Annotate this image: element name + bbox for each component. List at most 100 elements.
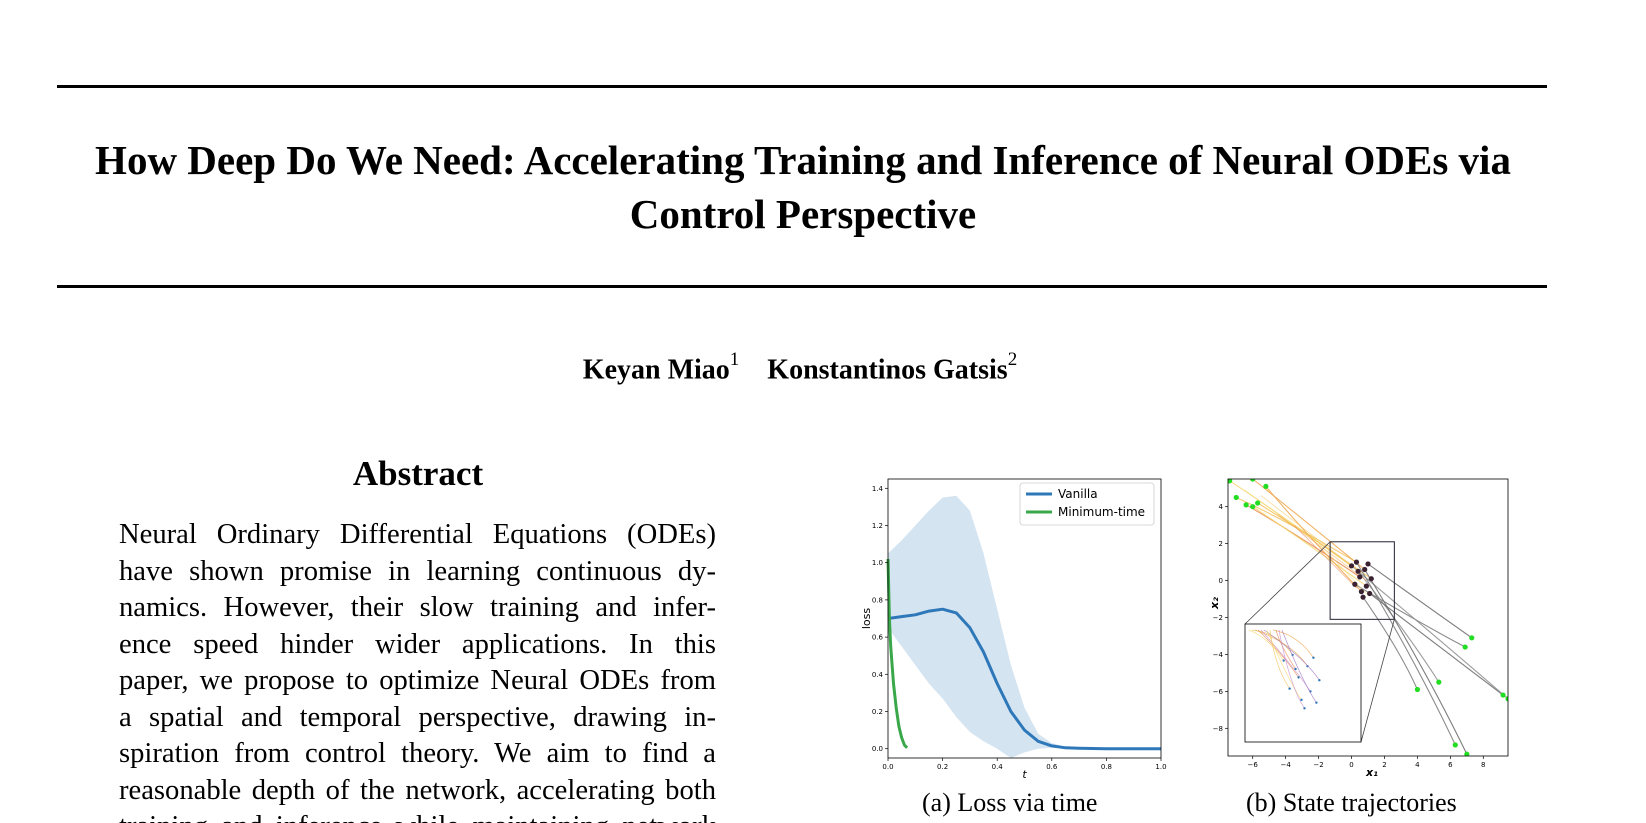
y-axis-label: x₂ [1208, 597, 1221, 610]
cluster-point [1367, 590, 1373, 597]
inset-trajectory-path [1278, 629, 1305, 709]
abstract-line: spiration from control theory. We aim to… [119, 738, 716, 769]
inset-trajectory-path [1257, 629, 1299, 678]
title-rule-top [57, 85, 1547, 88]
series-line-vanilla [887, 607, 1161, 751]
inset-point [1306, 664, 1309, 668]
trajectory-path [1245, 504, 1361, 578]
x-tick-label: 0.4 [992, 763, 1004, 771]
inset-trajectory-path [1272, 629, 1314, 658]
abstract-heading: Abstract [352, 454, 484, 493]
trajectory-path [1310, 534, 1369, 596]
y-tick-label: −6 [1213, 688, 1224, 696]
trajectory-path [1260, 495, 1362, 574]
cluster-point [1348, 563, 1355, 569]
inset-point [1318, 678, 1321, 682]
inset-point [1312, 656, 1315, 659]
inset-point [1303, 707, 1306, 710]
zoom-inset-frame [1244, 623, 1362, 743]
abstract-line: have shown promise in learning continuou… [119, 555, 716, 587]
endpoint-marker [1462, 644, 1468, 650]
cluster-point [1352, 581, 1358, 587]
inset-point [1282, 659, 1285, 662]
endpoint-marker [1436, 679, 1442, 685]
x-tick-label: 1.0 [1155, 763, 1166, 771]
figure-b-caption-text: State trajectories [1282, 788, 1457, 817]
cluster-point [1362, 566, 1368, 573]
trajectory-path [1293, 524, 1357, 589]
endpoint-marker [1228, 479, 1233, 484]
x-tick-label: 2 [1382, 761, 1386, 769]
legend-box [1019, 482, 1155, 526]
y-tick-label: 4 [1219, 503, 1224, 511]
figure-b-tag: (b) [1246, 788, 1277, 817]
y-tick-label: 0 [1219, 577, 1223, 585]
y-axis-label: loss [860, 608, 873, 630]
x-axis-label: x₁ [1365, 766, 1378, 779]
y-tick-label: 0.2 [872, 708, 883, 716]
endpoint-marker [1414, 686, 1421, 693]
trajectory-path [1252, 479, 1366, 570]
x-tick-label: 0.2 [937, 763, 948, 771]
inset-trajectory-path [1269, 629, 1290, 689]
legend-label: Minimum-time [1058, 505, 1145, 519]
endpoint-marker [1464, 751, 1470, 756]
paper-title-line-2: Control Perspective [629, 191, 977, 237]
figure-b-caption: (b) State trajectories [1246, 788, 1457, 818]
cluster-point [1358, 589, 1365, 595]
abstract-line: training and inference while maintaining… [119, 809, 716, 823]
figure-a-tag: (a) [922, 788, 951, 817]
abstract-line: a spatial and temporal perspective, draw… [119, 701, 716, 733]
title-rule-bottom [57, 285, 1547, 288]
trajectory-path [1355, 561, 1456, 746]
y-tick-label: 0.0 [872, 745, 883, 753]
x-tick-label: 0.6 [1046, 763, 1058, 771]
paper-title-line-1: How Deep Do We Need: Accelerating Traini… [95, 137, 1511, 183]
abstract-line: namics. However, their slow training and… [119, 592, 716, 623]
y-tick-label: 0.6 [872, 634, 884, 642]
endpoint-marker [1469, 635, 1475, 641]
abstract-text: Neural Ordinary Differential Equations (… [119, 517, 716, 823]
x-tick-label: 8 [1481, 761, 1485, 769]
endpoint-marker [1452, 742, 1458, 748]
inset-trajectory-path [1263, 629, 1320, 681]
y-tick-label: 1.0 [872, 559, 883, 567]
endpoint-marker [1233, 494, 1239, 501]
inset-trajectory-path [1281, 629, 1317, 703]
author-name: Keyan Miao [582, 354, 730, 386]
cluster-point [1363, 583, 1369, 589]
x-tick-label: 4 [1415, 761, 1420, 769]
inset-point [1297, 676, 1300, 679]
trajectory-path [1367, 563, 1473, 639]
x-tick-label: 6 [1448, 761, 1453, 769]
trajectory-path [1357, 570, 1440, 683]
inset-trajectory-path [1266, 629, 1302, 701]
zoom-connector [1360, 619, 1395, 743]
endpoint-marker [1505, 696, 1508, 702]
trajectory-path [1244, 489, 1354, 568]
trajectory-path [1362, 596, 1418, 690]
endpoint-marker [1243, 502, 1249, 508]
cluster-point [1368, 576, 1374, 582]
figure-a-caption-text: Loss via time [957, 788, 1098, 817]
author-name: Konstantinos Gatsis [767, 354, 1008, 386]
author-affiliation: 1 [729, 349, 740, 370]
inset-point [1300, 698, 1303, 702]
legend-label: Vanilla [1058, 487, 1098, 501]
abstract-line: ence speed hinder wider applications. In… [119, 628, 716, 660]
y-tick-label: −2 [1213, 614, 1223, 622]
trajectory-path [1265, 486, 1362, 593]
endpoint-marker [1255, 500, 1261, 506]
y-tick-label: 0.4 [872, 671, 884, 679]
x-tick-label: 0 [1349, 761, 1353, 769]
zoom-connector [1244, 541, 1331, 625]
inset-trajectory-path [1248, 629, 1284, 661]
cluster-point [1353, 559, 1360, 565]
series-line-minimum-time [886, 558, 909, 749]
y-tick-label: 1.2 [872, 522, 883, 530]
cluster-point [1357, 574, 1363, 580]
x-tick-label: −4 [1280, 761, 1291, 769]
endpoint-marker [1263, 483, 1269, 489]
y-tick-label: −4 [1213, 651, 1224, 659]
